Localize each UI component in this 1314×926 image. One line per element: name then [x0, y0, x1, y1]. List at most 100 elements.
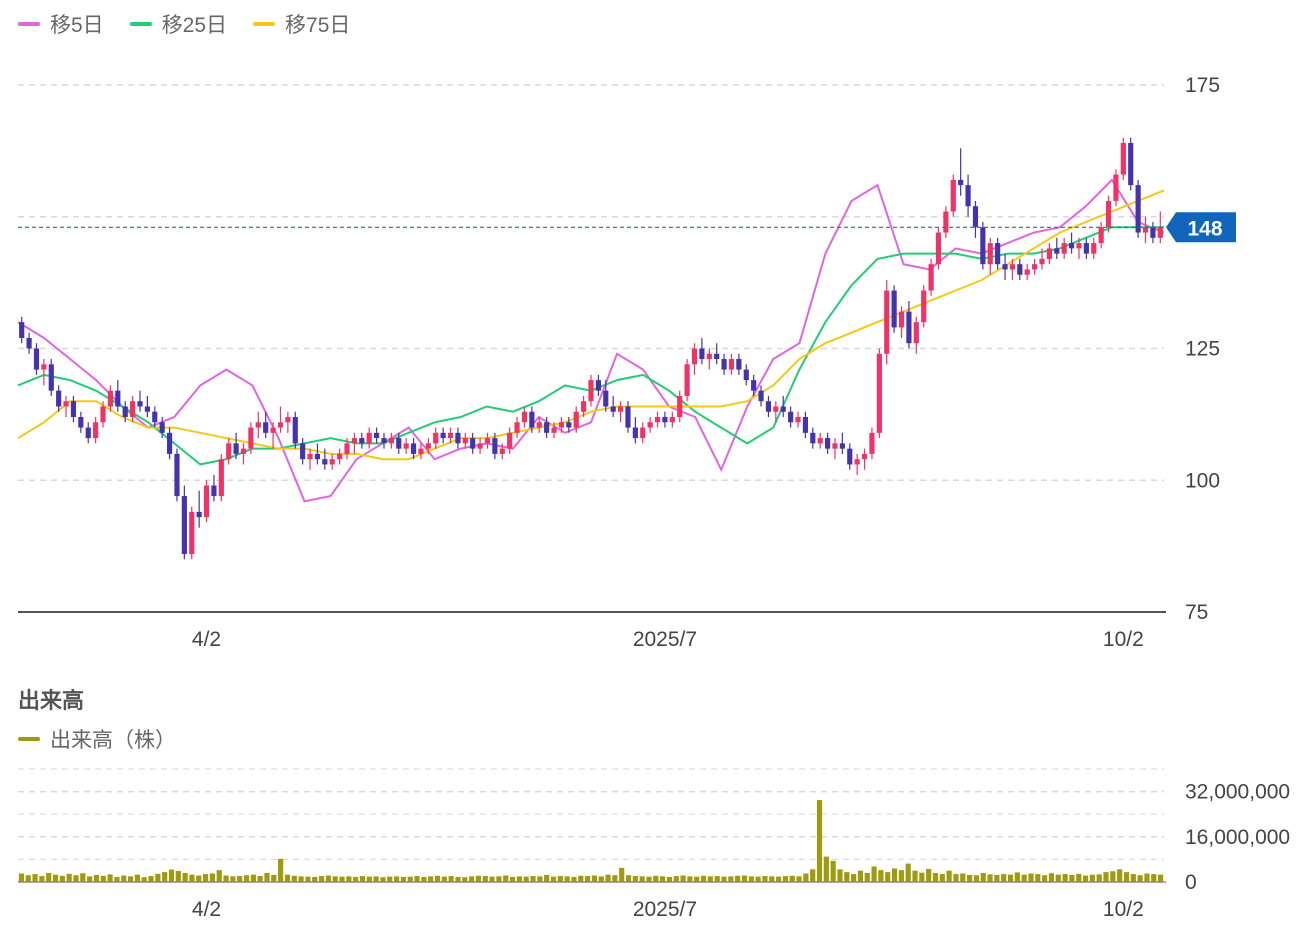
- volume-bar: [878, 870, 884, 882]
- volume-bar: [114, 876, 120, 882]
- candle-body: [107, 390, 114, 407]
- volume-bar: [1157, 874, 1164, 882]
- volume-bar: [885, 872, 891, 882]
- volume-bar: [250, 874, 256, 882]
- current-price-badge: [1166, 212, 1236, 243]
- volume-bar: [332, 876, 338, 882]
- volume-bar: [168, 869, 175, 882]
- current-price-label: 148: [1187, 217, 1222, 240]
- volume-bar: [905, 863, 911, 882]
- candle-body: [736, 359, 742, 370]
- volume-bar: [216, 870, 222, 882]
- volume-bar: [721, 876, 727, 882]
- volume-bar: [209, 873, 216, 882]
- volume-bar: [155, 873, 161, 882]
- candle-body: [958, 179, 964, 186]
- candle-body: [935, 232, 942, 265]
- price-legend: 移5日 移25日 移75日: [18, 9, 376, 39]
- volume-bar: [257, 876, 263, 882]
- volume-bar: [1103, 872, 1109, 882]
- current-price-marker: 148: [18, 212, 1236, 243]
- candle-body: [1098, 227, 1104, 244]
- candle-body: [751, 380, 757, 391]
- candle-body: [189, 511, 195, 555]
- candle-body: [1068, 243, 1075, 249]
- volume-bar: [946, 870, 952, 882]
- volume-bar: [544, 874, 550, 882]
- volume-bar: [387, 876, 393, 882]
- candle-body: [825, 438, 831, 449]
- volume-bar: [202, 874, 209, 882]
- volume-bar: [469, 876, 475, 882]
- candle-body: [218, 459, 224, 497]
- volume-bar: [141, 877, 147, 882]
- candle-body: [477, 443, 483, 449]
- volume-bar: [530, 876, 536, 882]
- volume-bar: [857, 870, 864, 882]
- volume-bar: [694, 876, 700, 882]
- volume-bar: [100, 875, 106, 882]
- volume-bar: [987, 874, 993, 882]
- volume-bar: [121, 875, 127, 882]
- candle-body: [329, 459, 335, 465]
- volume-bar: [939, 874, 945, 882]
- candle-body: [1076, 243, 1082, 249]
- candle-body: [226, 443, 232, 460]
- volume-bar: [660, 876, 666, 882]
- volume-bar: [509, 876, 516, 882]
- candle-body: [714, 353, 720, 360]
- candle-body: [854, 459, 860, 465]
- volume-bar: [264, 872, 270, 882]
- volume-bar: [339, 876, 345, 882]
- volume-bar: [503, 875, 509, 882]
- volume-bar: [612, 875, 618, 882]
- candle-body: [891, 290, 897, 328]
- legend-item-volume[interactable]: 出来高（株）: [18, 724, 176, 754]
- volume-bar: [810, 869, 816, 882]
- candle-body: [344, 443, 350, 454]
- candle-body: [41, 364, 47, 370]
- candle-body: [499, 448, 505, 454]
- volume-bar: [728, 876, 734, 882]
- volume-bar: [598, 876, 604, 882]
- legend-item-ma25[interactable]: 移25日: [129, 9, 228, 39]
- candle-body: [1157, 227, 1163, 238]
- candle-body: [906, 311, 912, 344]
- candle-body: [758, 390, 764, 402]
- candle-body: [1061, 243, 1067, 254]
- volume-bar: [1089, 874, 1095, 882]
- volume-bar: [700, 875, 707, 882]
- volume-title: 出来高: [18, 688, 85, 713]
- volume-bar: [557, 876, 563, 882]
- price-x-tick-label: 10/2: [1103, 628, 1144, 651]
- legend-item-ma75[interactable]: 移75日: [253, 9, 350, 39]
- candle-body: [544, 422, 550, 433]
- volume-bar: [816, 800, 823, 882]
- legend-label-ma75: 移75日: [285, 14, 351, 37]
- candle-body: [1142, 227, 1149, 233]
- volume-bar: [18, 873, 25, 882]
- volume-bar: [46, 872, 52, 882]
- candle-body: [699, 348, 705, 360]
- volume-bar: [973, 875, 980, 882]
- candle-body: [573, 411, 579, 428]
- candle-body: [1105, 200, 1112, 228]
- volume-bar: [994, 874, 1000, 882]
- volume-bar: [1110, 871, 1116, 882]
- legend-item-ma5[interactable]: 移5日: [18, 9, 104, 39]
- candle-body: [322, 459, 328, 465]
- volume-bar: [966, 874, 973, 882]
- candle-body: [662, 417, 668, 423]
- volume-bar: [25, 875, 31, 882]
- volume-bar: [748, 876, 754, 882]
- candle-body: [270, 427, 276, 433]
- candle-body: [839, 443, 845, 449]
- candle-body: [1017, 264, 1023, 275]
- legend-label-ma25: 移25日: [161, 14, 228, 37]
- volume-bar: [284, 874, 291, 882]
- volume-bar: [196, 875, 202, 882]
- candle-body: [418, 448, 424, 454]
- volume-bar: [278, 858, 284, 882]
- candle-body: [913, 322, 919, 344]
